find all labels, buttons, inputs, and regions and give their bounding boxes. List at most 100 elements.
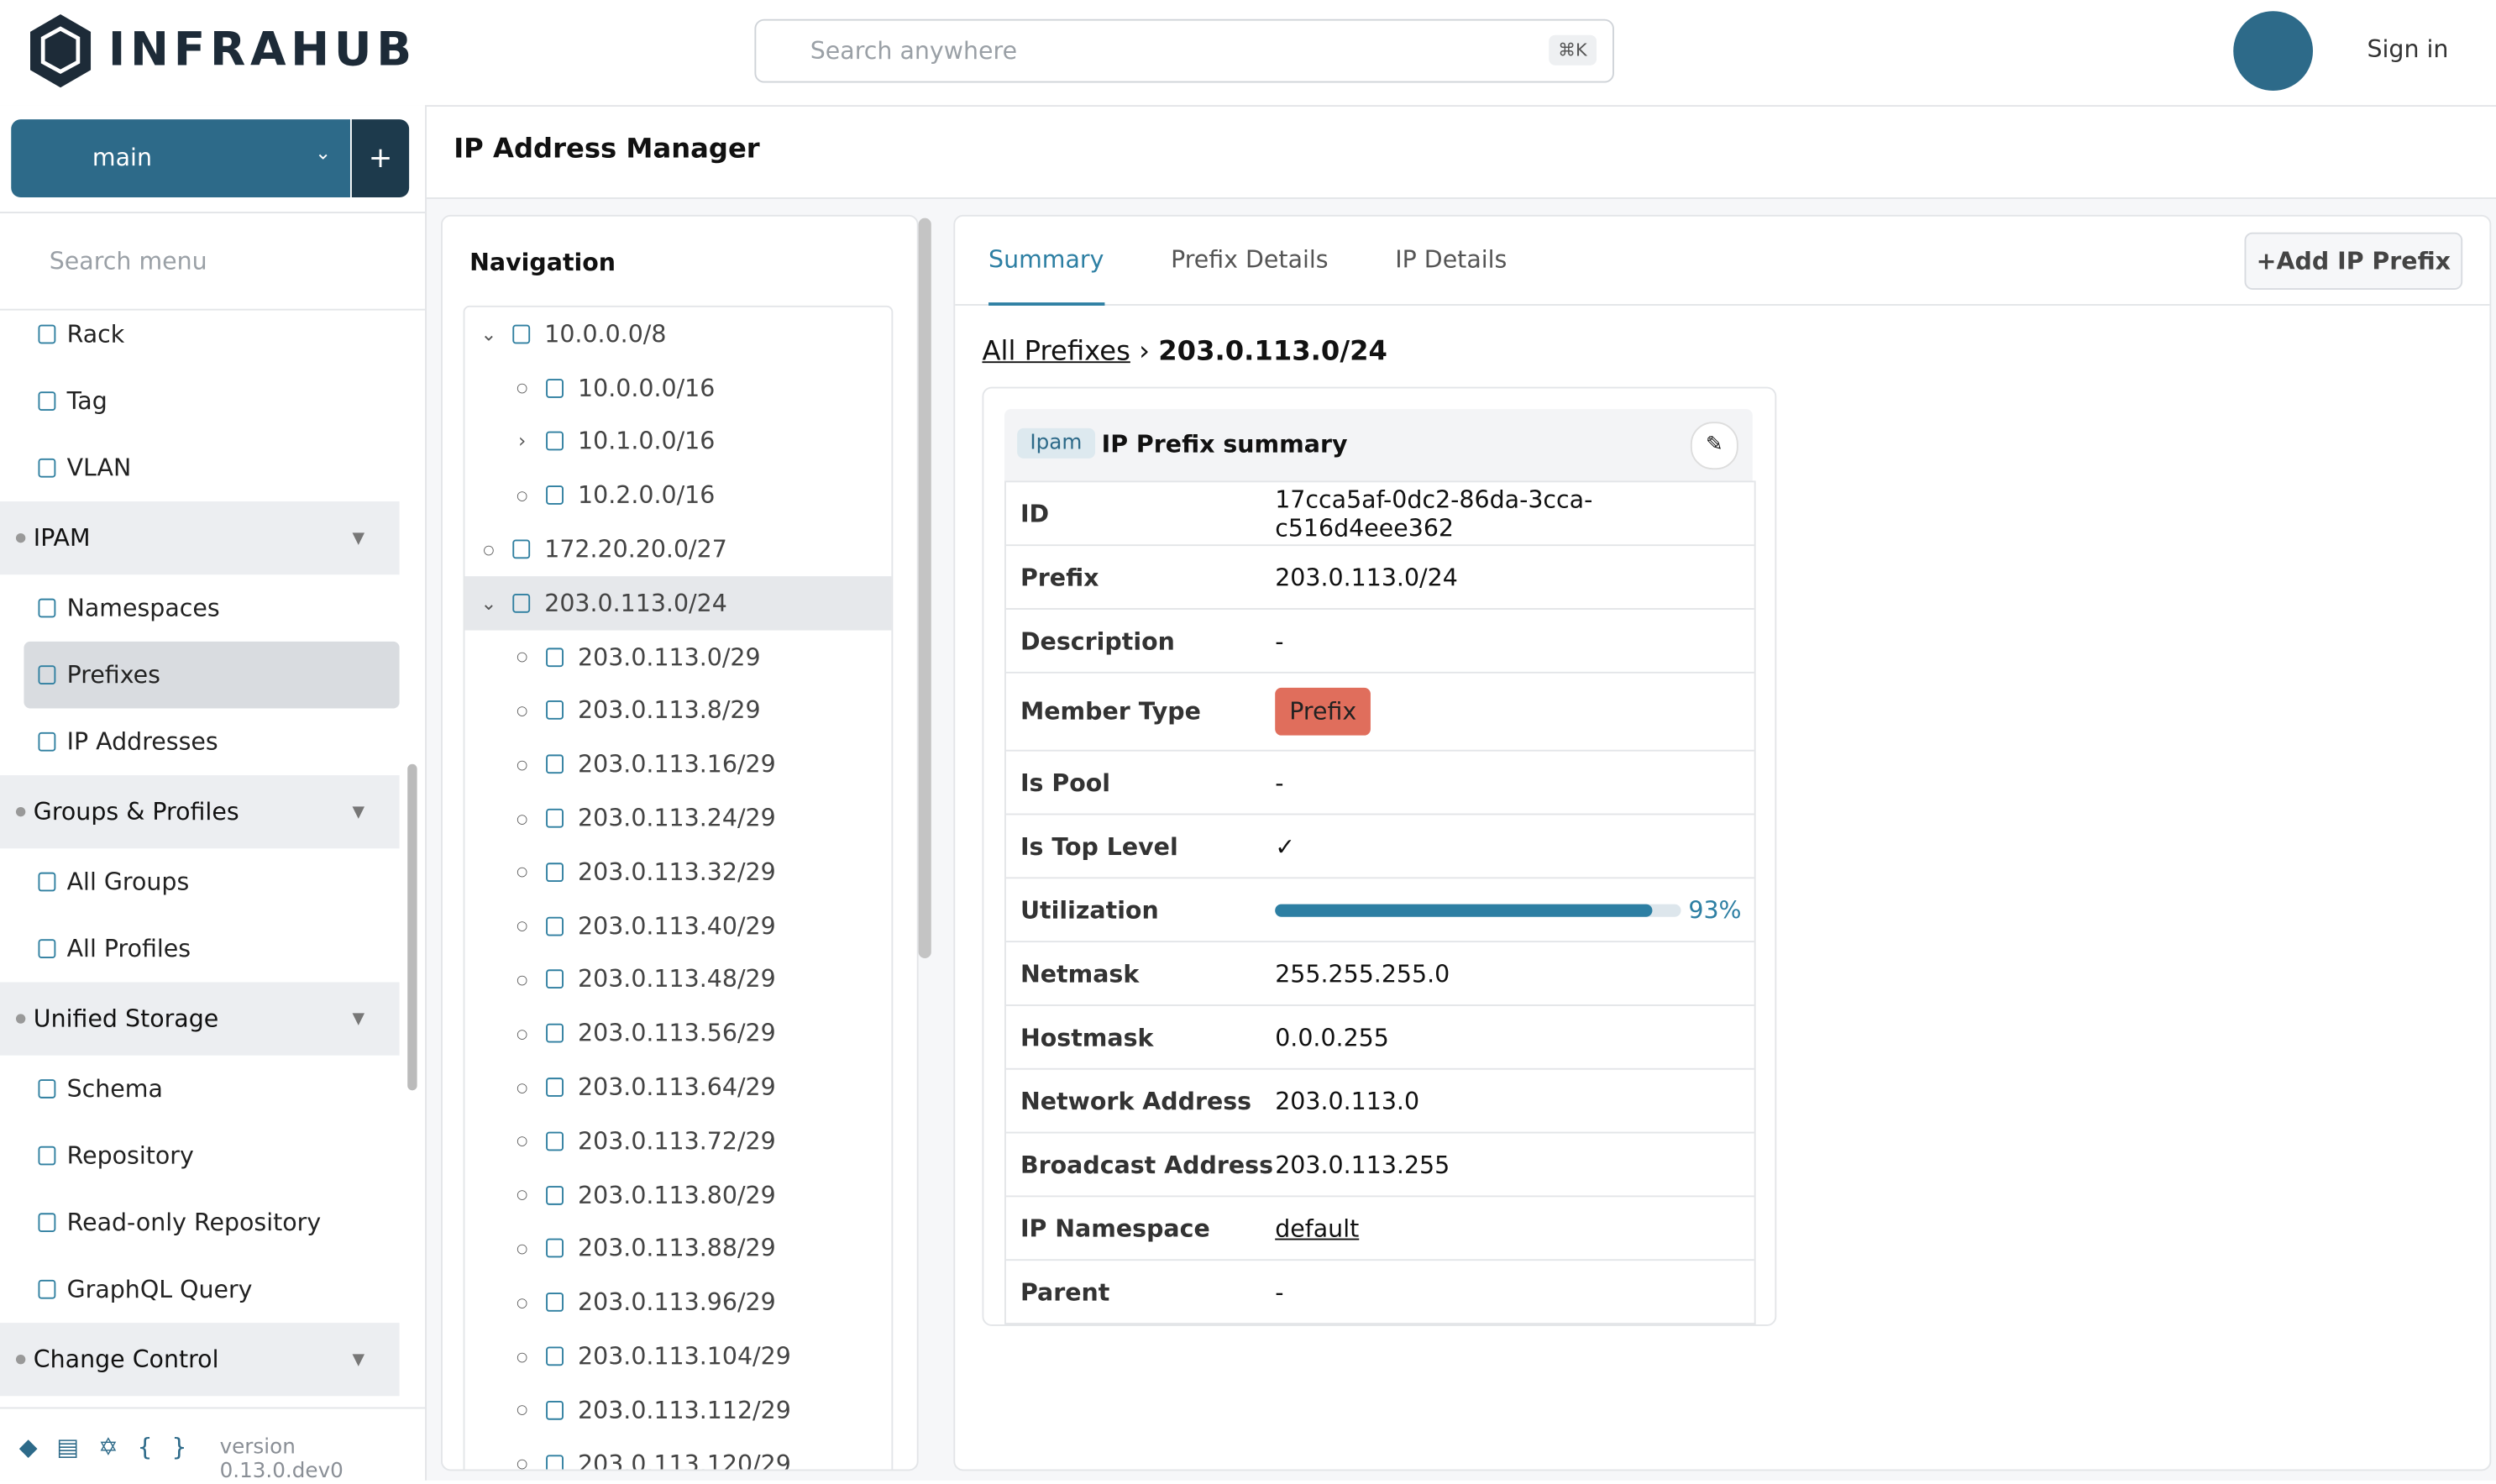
tree-node[interactable]: › 10.1.0.0/16 [464,415,891,469]
tree-node[interactable]: ○ 172.20.20.0/27 [464,522,891,576]
menu-item[interactable]: Rack [0,301,400,368]
card-badge: Ipam [1017,427,1095,459]
member-badge: Prefix [1275,687,1371,736]
tree-node[interactable]: ○ 203.0.113.80/29 [464,1168,891,1222]
tree-toggle: ○ [517,1349,528,1364]
summary-row: Is Pool - [1005,749,1754,814]
tree-node[interactable]: ○ 203.0.113.16/29 [464,737,891,791]
tree-toggle: ○ [517,1026,528,1041]
row-label: ID [1020,499,1050,528]
tree-label: 203.0.113.40/29 [578,911,776,941]
tree-node[interactable]: ○ 203.0.113.32/29 [464,845,891,899]
tree-icon [546,700,564,721]
tree-icon [512,539,531,559]
tree-toggle: ○ [517,1295,528,1310]
tree-label: 203.0.113.112/29 [578,1395,791,1425]
tab[interactable]: Summary [988,217,1104,306]
tree-node[interactable]: ○ 203.0.113.48/29 [464,953,891,1007]
row-label: Broadcast Address [1020,1150,1274,1179]
tree-node[interactable]: ○ 203.0.113.120/29 [464,1437,891,1471]
tabs-divider [955,304,2490,306]
tree-node[interactable]: ○ 203.0.113.104/29 [464,1329,891,1383]
prefix-tree: ⌄ 10.0.0.0/8 ○ 10.0.0.0/16 › 10.1.0.0/16 ○ 10.2… [463,305,894,1471]
menu-group[interactable]: IPAM ▼ [0,501,400,575]
tree-label: 203.0.113.56/29 [578,1019,776,1048]
menu-item[interactable]: IP Addresses [0,708,400,775]
summary-row: Network Address 203.0.113.0 [1005,1067,1754,1132]
new-branch[interactable]: + [351,119,410,198]
breadcrumb-current: 203.0.113.0/24 [1158,335,1387,368]
breadcrumb-root[interactable]: All Prefixes [982,335,1130,368]
tree-node[interactable]: ⌄ 10.0.0.0/8 [464,307,891,361]
tree-node[interactable]: ○ 10.2.0.0/16 [464,469,891,522]
menu-group[interactable]: Change Control ▼ [0,1323,400,1397]
tree-toggle: ○ [517,1403,528,1418]
tree-node[interactable]: ○ 203.0.113.56/29 [464,1007,891,1061]
row-label: Network Address [1020,1086,1252,1115]
group-bullet [15,532,26,543]
branch-selector[interactable]: main ⌄ [11,119,350,198]
tree-icon [546,1078,564,1098]
summary-row: IP Namespace default [1005,1195,1754,1259]
tree-toggle: ○ [517,1080,528,1095]
tree-node[interactable]: ○ 203.0.113.8/29 [464,684,891,737]
menu-item[interactable]: VLAN [0,434,400,501]
tree-label: 10.1.0.0/16 [578,427,716,457]
menu-item[interactable]: All Profiles [0,915,400,983]
tree-node[interactable]: ○ 203.0.113.64/29 [464,1061,891,1114]
tree-icon [546,647,564,667]
tree-node[interactable]: ○ 203.0.113.24/29 [464,791,891,845]
row-value[interactable]: default [1275,1214,1360,1243]
tree-icon [546,1024,564,1043]
row-label: Utilization [1020,895,1159,925]
search-box[interactable]: Search anywhere ⌘K [754,18,1614,83]
menu-group[interactable]: Unified Storage ▼ [0,982,400,1056]
menu-item[interactable]: Schema [0,1056,400,1123]
menu-label: VLAN [66,454,132,483]
group-label: Unified Storage [33,1004,219,1034]
tree-label: 203.0.113.120/29 [578,1449,791,1471]
row-label: Netmask [1020,958,1140,988]
tree-label: 203.0.113.104/29 [578,1341,791,1371]
tree-node[interactable]: ○ 10.0.0.0/16 [464,361,891,415]
tree-label: 203.0.113.64/29 [578,1072,776,1102]
tree-node[interactable]: ○ 203.0.113.40/29 [464,899,891,952]
menu-icon [38,1146,56,1166]
tab[interactable]: Prefix Details [1171,244,1329,275]
tree-node[interactable]: ○ 203.0.113.72/29 [464,1114,891,1168]
tab[interactable]: IP Details [1395,244,1508,275]
menu-icon [38,665,56,685]
tree-node[interactable]: ⌄ 203.0.113.0/24 [464,576,892,631]
sign-in[interactable]: Sign in [2367,34,2449,64]
menu-label: Schema [66,1074,163,1104]
menu-item[interactable]: Prefixes [24,641,400,709]
sidebar-footer: ◆▤✡{} version 0.13.0.dev0 [0,1407,426,1484]
menu-item[interactable]: Namespaces [0,574,400,642]
tree-label: 172.20.20.0/27 [544,535,727,564]
menu-icon [38,1213,56,1233]
sidebar-search[interactable]: Search menu [0,212,426,311]
schedule-button[interactable] [2233,11,2314,92]
menu-item[interactable]: GraphQL Query [0,1256,400,1323]
edit-button[interactable]: ✎ [1690,422,1738,470]
tree-label: 203.0.113.32/29 [578,857,776,887]
add-prefix-button[interactable]: +Add IP Prefix [2244,232,2463,290]
summary-row: Member Type Prefix [1005,671,1754,750]
menu-label: Rack [66,319,125,349]
menu-item[interactable]: Tag [0,368,400,435]
menu-group[interactable]: Groups & Profiles ▼ [0,775,400,849]
menu-item[interactable]: Read-only Repository [0,1189,400,1256]
menu-icon [38,872,56,892]
progress-fill [1275,903,1653,916]
page-title: IP Address Manager [454,134,760,166]
menu-item[interactable]: All Groups [0,848,400,915]
tree-node[interactable]: ○ 203.0.113.96/29 [464,1276,891,1329]
group-bullet [15,806,26,817]
tree-toggle: ○ [517,380,528,396]
menu-item[interactable]: Repository [0,1122,400,1189]
tree-node[interactable]: ○ 203.0.113.112/29 [464,1383,891,1437]
tree-icon [546,1185,564,1205]
row-label: Description [1020,626,1175,655]
tree-node[interactable]: ○ 203.0.113.0/29 [464,630,891,684]
tree-node[interactable]: ○ 203.0.113.88/29 [464,1222,891,1276]
